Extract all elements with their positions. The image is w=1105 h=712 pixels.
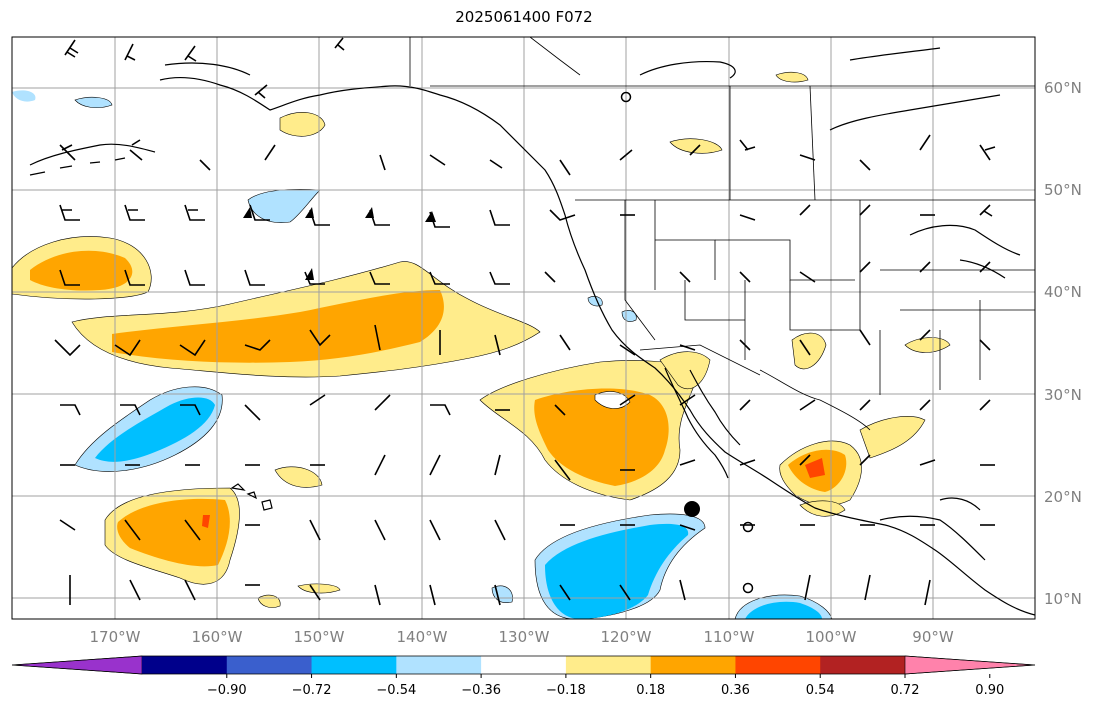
lon-label: 100°W xyxy=(806,628,857,646)
positive-patch-mexico-east xyxy=(859,416,926,459)
lon-label: 160°W xyxy=(192,628,243,646)
lon-label: 130°W xyxy=(499,628,550,646)
pennant-barbs xyxy=(243,207,436,280)
colorbar-segment xyxy=(481,656,567,674)
negative-patch-bering xyxy=(74,96,113,109)
colorbar-segment xyxy=(820,656,906,674)
gridlines xyxy=(12,37,1035,619)
colorbar-segment xyxy=(650,656,736,674)
lat-label: 10°N xyxy=(1044,590,1082,608)
positive-patch-hawaii xyxy=(274,466,323,488)
positive-band-core xyxy=(112,290,444,363)
strong-core-southwest xyxy=(202,515,210,528)
colorbar-extend-high xyxy=(904,655,1036,675)
lon-label: 170°W xyxy=(90,628,141,646)
negative-core-south-mexico xyxy=(545,523,689,619)
colorbar-tick-label: 0.36 xyxy=(721,683,750,698)
positive-core-west xyxy=(30,250,133,291)
longitude-labels: 170°W 160°W 150°W 140°W 130°W 120°W 110°… xyxy=(90,628,954,646)
map-frame xyxy=(11,36,1036,620)
colorbar-segment xyxy=(311,656,397,674)
chart-title: 2025061400 F072 xyxy=(455,8,593,26)
colorbar-tick-label: −0.54 xyxy=(376,683,416,698)
latitude-labels: 10°N 20°N 30°N 40°N 50°N 60°N xyxy=(1044,79,1082,608)
positive-patch-south-mexico xyxy=(799,500,846,517)
shaded-regions xyxy=(12,71,951,619)
borders xyxy=(409,37,1035,431)
colorbar-segment xyxy=(735,656,821,674)
coastlines xyxy=(29,47,1035,616)
negative-core-central xyxy=(95,397,215,462)
marker-ring-2 xyxy=(742,582,754,594)
lon-label: 90°W xyxy=(912,628,954,646)
negative-patch-far-west xyxy=(12,90,36,102)
lat-label: 60°N xyxy=(1044,79,1082,97)
colorbar-tick-label: −0.36 xyxy=(461,683,501,698)
wind-barbs xyxy=(54,37,996,606)
marker-ring-3 xyxy=(620,91,632,103)
colorbar-tick-label: −0.72 xyxy=(292,683,332,698)
colorbar: −0.90 −0.72 −0.54 −0.36 −0.18 0.18 0.36 0.54 0.7… xyxy=(11,655,1036,698)
lon-label: 110°W xyxy=(704,628,755,646)
marker-ring-1 xyxy=(742,521,754,533)
colorbar-segment xyxy=(396,656,482,674)
colorbar-tick-label: 0.72 xyxy=(891,683,920,698)
colorbar-segment xyxy=(226,656,313,674)
lat-label: 40°N xyxy=(1044,283,1082,301)
strong-core-mexico-interior xyxy=(805,458,825,478)
positive-patch-hudson xyxy=(775,71,809,83)
lon-label: 150°W xyxy=(294,628,345,646)
lon-label: 140°W xyxy=(397,628,448,646)
colorbar-segment xyxy=(142,656,228,674)
positive-patch-gulf xyxy=(904,337,951,353)
colorbar-tick-label: 0.18 xyxy=(636,683,665,698)
colorbar-segment xyxy=(565,656,652,674)
positive-core-mexico-coast xyxy=(534,388,669,486)
lat-label: 50°N xyxy=(1044,181,1082,199)
lat-label: 20°N xyxy=(1044,488,1082,506)
positive-patch-baja xyxy=(659,351,711,390)
marker-storm-center xyxy=(684,501,700,517)
negative-core-south-edge xyxy=(745,601,822,619)
colorbar-tick-label: 0.54 xyxy=(806,683,835,698)
positive-patch-canada xyxy=(669,138,723,154)
positive-patch-alaska xyxy=(279,112,326,137)
colorbar-extend-low xyxy=(11,655,143,675)
colorbar-outline xyxy=(11,655,1036,675)
colorbar-tick-label: −0.90 xyxy=(207,683,247,698)
colorbar-tick-label: 0.90 xyxy=(975,683,1004,698)
map-plot-area xyxy=(12,37,1035,619)
colorbar-tick-label: −0.18 xyxy=(546,683,586,698)
lon-label: 120°W xyxy=(601,628,652,646)
positive-core-southwest xyxy=(117,498,230,567)
lat-label: 30°N xyxy=(1044,386,1082,404)
